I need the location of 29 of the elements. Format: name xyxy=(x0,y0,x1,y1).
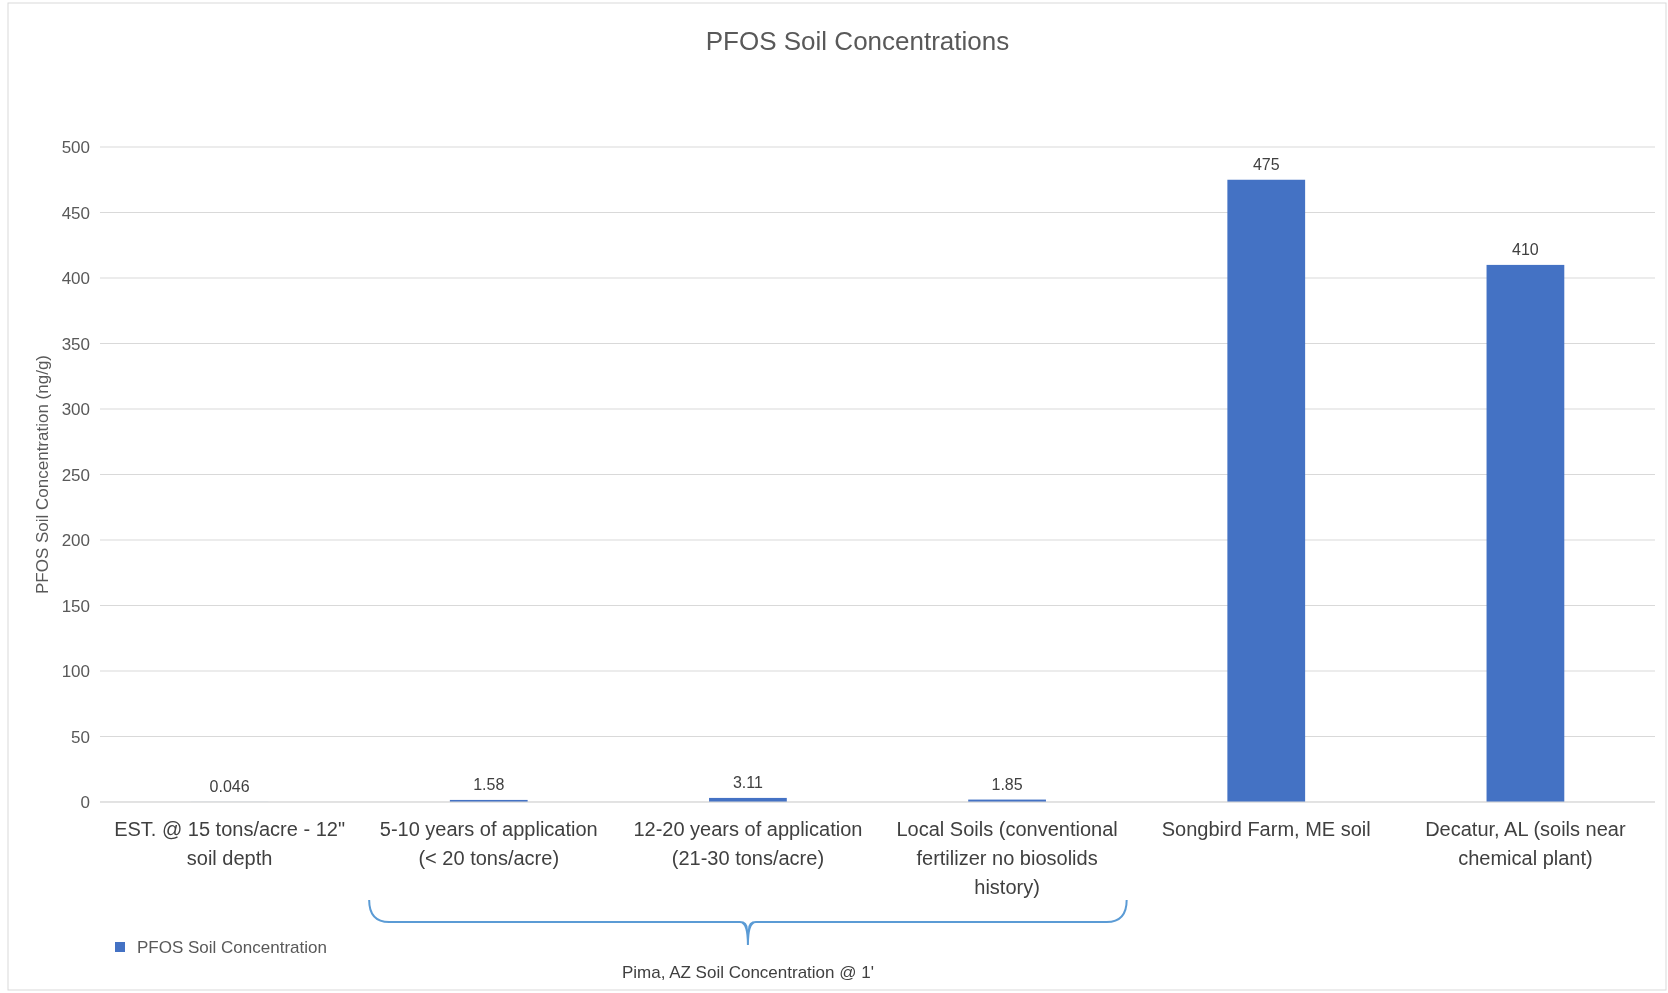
bar xyxy=(1227,179,1306,802)
bar xyxy=(1486,264,1565,802)
y-tick-label: 450 xyxy=(61,203,90,223)
y-tick-label: 100 xyxy=(61,662,90,681)
x-tick-label: 12-20 years of application (21-30 tons/acre) xyxy=(633,818,863,869)
chart-title: PFOS Soil Concentrations xyxy=(705,26,1010,56)
x-tick-label: Local Soils (conventional fertilizer no biosolids history) xyxy=(896,818,1118,898)
x-tick-label: Songbird Farm, ME soil xyxy=(1161,818,1371,840)
y-tick-label: 500 xyxy=(61,138,90,157)
data-label: 410 xyxy=(1512,240,1539,258)
data-label: 475 xyxy=(1252,155,1280,173)
text: Pima, AZ Soil Concentration @ 1' xyxy=(621,963,874,982)
y-tick-label: 300 xyxy=(61,400,90,419)
x-tick-label: 5-10 years of application (< 20 tons/acre) xyxy=(379,818,598,869)
y-tick-label: 400 xyxy=(61,269,90,288)
y-tick-label: 0 xyxy=(80,793,90,812)
y-axis-title: PFOS Soil Concentration (ng/g) xyxy=(33,354,52,595)
data-label: 3.11 xyxy=(732,773,763,791)
y-tick-label: 150 xyxy=(61,596,90,616)
y-tick-label: 50 xyxy=(71,727,90,747)
x-tick-label: Decatur, AL (soils near chemical plant) xyxy=(1425,818,1626,869)
y-tick-label: 250 xyxy=(61,465,90,485)
y-tick-label: 350 xyxy=(61,334,90,354)
y-tick-label: 200 xyxy=(61,531,90,550)
data-label: 1.85 xyxy=(991,775,1023,793)
data-label: 0.046 xyxy=(209,777,250,795)
legend-label: PFOS Soil Concentration xyxy=(137,938,327,957)
x-tick-label: EST. @ 15 tons/acre - 12" soil depth xyxy=(114,818,346,869)
data-label: 1.58 xyxy=(473,775,505,793)
